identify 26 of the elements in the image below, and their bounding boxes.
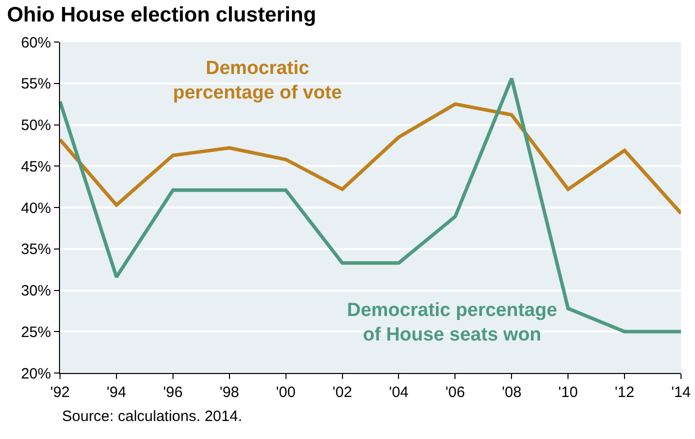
x-tick-label: '14	[671, 384, 691, 401]
x-tick-label: '00	[276, 384, 296, 401]
source-note: Source: calculations. 2014.	[62, 408, 242, 425]
y-tick-label: 55%	[20, 76, 51, 93]
y-tick-label: 45%	[20, 158, 51, 176]
y-tick-label: 40%	[20, 200, 51, 217]
x-tick-label: '94	[106, 384, 126, 401]
y-tick-label: 35%	[20, 241, 51, 258]
x-tick-label: '12	[614, 384, 634, 401]
x-tick-label: '92	[50, 384, 70, 401]
text: Democratic percentage of vote	[173, 58, 342, 104]
y-tick-label: 25%	[20, 324, 51, 341]
x-tick-label: '06	[445, 384, 465, 401]
y-tick-label: 60%	[20, 34, 51, 52]
line-series	[60, 102, 681, 216]
x-tick-label: '04	[388, 384, 409, 401]
y-tick-label: 20%	[20, 365, 51, 382]
x-tick-label: '98	[220, 384, 240, 401]
chart-title: Ohio House election clustering	[6, 3, 316, 26]
x-tick-label: '10	[558, 384, 578, 401]
y-tick-label: 30%	[20, 282, 51, 300]
x-tick-label: '96	[163, 384, 183, 401]
series-label: Democratic percentage of House seats won	[347, 300, 558, 346]
x-tick-label: '02	[332, 384, 352, 401]
y-tick-label: 50%	[20, 117, 51, 134]
x-tick-label: '08	[502, 384, 522, 401]
